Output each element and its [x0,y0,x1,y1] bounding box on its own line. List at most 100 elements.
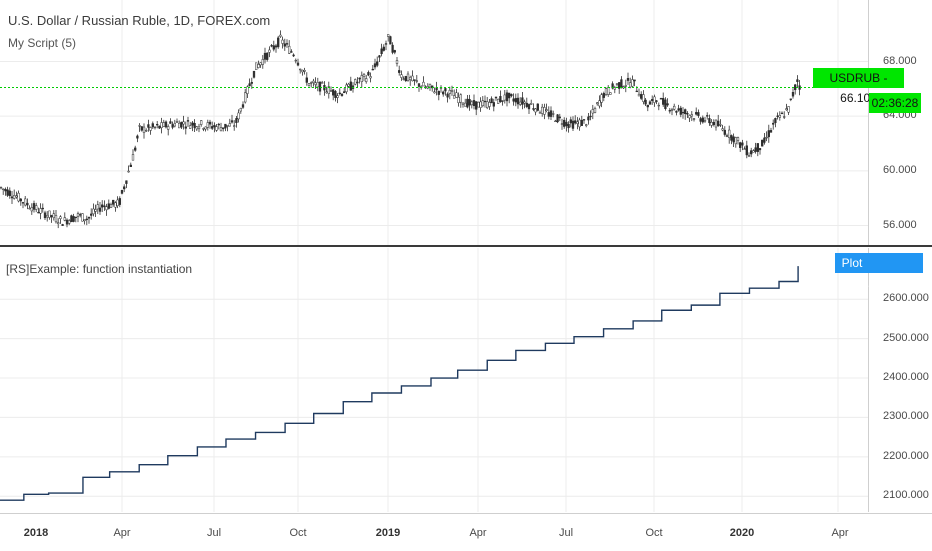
candle-body [560,123,564,125]
candle-body [673,105,676,110]
pane-separator[interactable] [0,245,932,247]
candle-body [237,112,240,120]
candle-body [74,216,77,219]
candle-body [336,95,339,98]
candle-body [17,192,20,202]
indicator-pane[interactable]: [RS]Example: function instantiation [0,248,868,512]
candle-body [791,91,795,97]
candle-body [600,94,603,103]
indicator-axis[interactable]: Plot 2684.000 2100.000 2200.000 2300.000 240… [835,248,932,512]
candle-body [481,100,484,106]
candle-body [294,59,297,62]
candle-body [127,170,130,173]
candle-body [140,126,143,131]
candle-body [442,91,445,95]
candle-body [41,207,44,210]
candle-body [109,204,113,208]
indicator-title[interactable]: [RS]Example: function instantiation [6,262,193,276]
candle-body [0,186,3,189]
candle-body [318,81,322,92]
candle-body [226,125,229,127]
candle-body [325,91,328,94]
candle-body [743,148,746,150]
candle-body [70,215,73,223]
candle-body [173,123,176,127]
candle-body [701,117,704,123]
candle-body [303,70,306,72]
script-legend[interactable]: My Script (5) [8,36,77,50]
candle-body [591,109,594,114]
candle-body [587,116,590,121]
candle-body [571,120,575,129]
candle-body [24,198,27,206]
indicator-chart[interactable] [0,248,868,512]
candle-body [695,112,698,115]
candle-body [129,164,132,168]
candle-body [519,101,522,105]
candle-body [290,51,293,53]
candle-body [136,135,139,139]
candle-body [778,114,781,118]
candle-body [448,89,451,94]
candle-body [468,99,471,106]
candle-body [257,64,260,68]
candle-body [527,104,531,110]
candle-body [222,127,225,130]
candle-body [356,81,359,84]
candle-body [466,98,469,108]
candle-body [373,63,377,68]
price-axis[interactable]: 56.000 60.000 64.000 68.000 [868,0,932,246]
candle-body [543,107,546,115]
candle-body [763,137,766,143]
candle-body [486,101,489,109]
candle-body [76,213,80,217]
candle-body [629,82,632,88]
price-pane[interactable]: U.S. Dollar / Russian Ruble, 1D, FOREX.c… [0,0,868,246]
candle-body [398,70,401,73]
candle-body [380,48,383,55]
candle-body [340,93,344,96]
candle-body [684,109,687,115]
symbol-label: USDRUB [829,71,881,85]
candle-body [648,101,652,105]
candle-body [651,99,654,101]
candle-body [13,195,16,199]
time-axis[interactable]: 2018 Apr Jul Oct 2019 Apr Jul Oct 2020 Apr [0,513,932,551]
plot-tag-value: 2684.000 [841,276,892,290]
candle-body [721,128,724,131]
candle-body [158,125,161,129]
candle-body [783,116,786,118]
candle-body [61,224,64,226]
candle-body [611,83,614,89]
candle-body [670,109,674,111]
candle-body [409,77,412,81]
candle-body [382,46,385,51]
candle-body [501,100,504,102]
candle-body [85,218,88,221]
indicator-tick-label: 2300.000 [883,410,929,423]
candle-body [389,36,392,45]
candle-body [105,206,108,211]
candle-body [666,103,669,106]
candle-body [57,222,60,225]
candle-body [393,50,396,53]
candle-body [734,137,737,145]
candle-body [668,110,671,112]
candle-body [211,126,214,129]
candle-body [96,204,99,210]
candle-body [292,54,295,57]
candle-body [655,100,658,102]
candle-body [15,195,18,198]
price-chart[interactable] [0,0,868,246]
candle-body [235,118,238,123]
candle-body [87,216,91,219]
candle-body [772,122,775,125]
candle-body [754,147,757,152]
candle-body [536,103,539,111]
candle-body [68,220,71,224]
candle-body [376,61,379,66]
candle-body [461,102,465,105]
candle-body [635,90,638,93]
candle-body [206,122,209,128]
candle-body [626,78,630,81]
